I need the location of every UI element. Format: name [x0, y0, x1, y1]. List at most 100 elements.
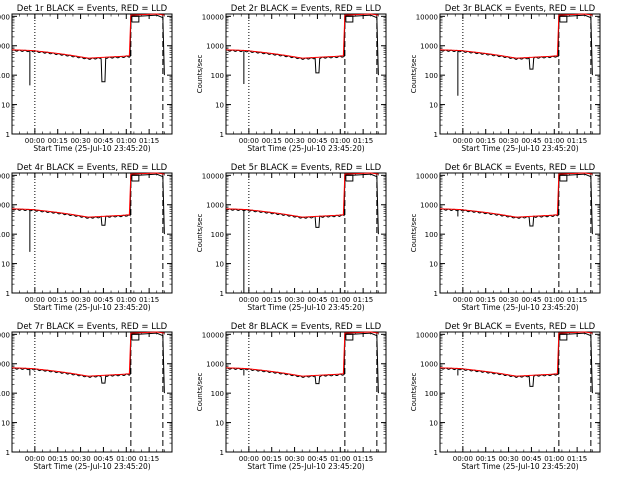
lld-series-line: [439, 331, 593, 377]
y-tick-label: 10: [215, 102, 224, 110]
saturation-box: [559, 333, 568, 341]
y-tick-label: 10: [215, 261, 224, 269]
saturation-box: [131, 174, 140, 182]
events-series-line: [225, 173, 379, 235]
x-tick-label: 00:45: [521, 455, 541, 463]
events-series-line: [11, 14, 165, 83]
x-tick-label: 00:45: [93, 455, 113, 463]
panel-title: Det 8r BLACK = Events, RED = LLD: [231, 322, 382, 332]
x-axis-label: Start Time (25-Jul-10 23:45:20): [33, 462, 150, 471]
x-axis-label: Start Time (25-Jul-10 23:45:20): [247, 303, 364, 312]
x-tick-label: 00:30: [70, 296, 90, 304]
y-tick-label: 1000: [206, 202, 224, 210]
y-tick-label: 1000: [420, 43, 438, 51]
x-tick-label: 01:00: [116, 296, 136, 304]
y-axis-label: Counts/sec: [410, 373, 418, 412]
y-tick-label: 1: [6, 449, 10, 457]
x-tick-label: 00:15: [262, 296, 282, 304]
x-tick-label: 00:45: [521, 296, 541, 304]
plot-frame: [439, 331, 601, 453]
x-tick-label: 00:15: [476, 296, 496, 304]
plot-frame: [439, 172, 601, 294]
x-axis-label: Start Time (25-Jul-10 23:45:20): [461, 144, 578, 153]
x-tick-label: 01:15: [353, 137, 373, 145]
events-series-line: [225, 332, 379, 394]
x-tick-label: 00:30: [70, 455, 90, 463]
plot-frame: [225, 13, 387, 135]
lld-series-line: [11, 172, 165, 218]
y-axis-label: Counts/sec: [410, 55, 418, 94]
x-tick-label: 01:15: [567, 455, 587, 463]
saturation-box: [559, 15, 568, 23]
x-tick-label: 01:00: [116, 455, 136, 463]
y-tick-label: 1000: [206, 43, 224, 51]
plot-frame: [439, 13, 601, 135]
y-axis-label: Counts/sec: [196, 214, 204, 253]
y-tick-label: 1: [6, 131, 10, 139]
y-tick-label: 100: [0, 72, 10, 80]
x-tick-label: 00:45: [307, 296, 327, 304]
chart-panel: Det 2r BLACK = Events, RED = LLD 1 10 100 10…: [196, 4, 387, 153]
y-tick-label: 10000: [416, 13, 438, 21]
x-tick-label: 01:00: [330, 296, 350, 304]
y-tick-label: 10000: [0, 172, 10, 180]
x-tick-label: 00:30: [498, 455, 518, 463]
chart-panel: Det 4r BLACK = Events, RED = LLD 1 10 100 10…: [0, 163, 173, 312]
x-tick-label: 00:45: [307, 455, 327, 463]
plot-frame: [11, 331, 173, 453]
lld-series-line: [225, 331, 379, 377]
y-tick-label: 1: [434, 131, 438, 139]
lld-series-line: [439, 13, 593, 59]
y-tick-label: 10: [429, 261, 438, 269]
chart-panel: Det 7r BLACK = Events, RED = LLD 1 10 100 10…: [0, 322, 173, 471]
x-tick-label: 00:30: [70, 137, 90, 145]
y-tick-label: 10000: [0, 13, 10, 21]
y-tick-label: 100: [425, 72, 438, 80]
x-tick-label: 01:15: [567, 137, 587, 145]
x-axis-label: Start Time (25-Jul-10 23:45:20): [247, 144, 364, 153]
x-tick-label: 01:15: [353, 296, 373, 304]
lld-series-line: [225, 172, 379, 218]
y-tick-label: 100: [0, 231, 10, 239]
panel-title: Det 6r BLACK = Events, RED = LLD: [445, 163, 596, 173]
x-tick-label: 00:15: [262, 137, 282, 145]
lld-series-line: [439, 172, 593, 218]
y-tick-label: 10000: [202, 13, 224, 21]
y-tick-label: 10000: [416, 172, 438, 180]
saturation-box: [131, 333, 140, 341]
x-axis-label: Start Time (25-Jul-10 23:45:20): [33, 303, 150, 312]
panel-title: Det 7r BLACK = Events, RED = LLD: [17, 322, 168, 332]
saturation-box: [345, 333, 354, 341]
x-tick-label: 01:15: [353, 455, 373, 463]
x-tick-label: 01:00: [330, 455, 350, 463]
y-tick-label: 1000: [0, 361, 10, 369]
x-tick-label: 00:30: [284, 455, 304, 463]
y-tick-label: 1000: [420, 202, 438, 210]
x-tick-label: 00:30: [498, 296, 518, 304]
x-tick-label: 01:00: [330, 137, 350, 145]
x-tick-label: 01:00: [116, 137, 136, 145]
x-tick-label: 00:45: [93, 296, 113, 304]
x-tick-label: 00:15: [476, 455, 496, 463]
x-tick-label: 01:00: [544, 137, 564, 145]
y-tick-label: 1000: [206, 361, 224, 369]
x-tick-label: 01:00: [544, 455, 564, 463]
x-tick-label: 00:00: [453, 455, 473, 463]
chart-panel: Det 5r BLACK = Events, RED = LLD 1 10 100 10…: [196, 163, 387, 312]
y-tick-label: 10: [429, 420, 438, 428]
x-tick-label: 00:45: [307, 137, 327, 145]
plot-frame: [11, 13, 173, 135]
x-tick-label: 00:00: [453, 137, 473, 145]
saturation-box: [345, 174, 354, 182]
x-tick-label: 00:00: [453, 296, 473, 304]
y-tick-label: 100: [211, 231, 224, 239]
y-tick-label: 1: [6, 290, 10, 298]
y-axis-label: Counts/sec: [196, 373, 204, 412]
x-tick-label: 01:15: [567, 296, 587, 304]
x-tick-label: 00:00: [239, 137, 259, 145]
panel-title: Det 2r BLACK = Events, RED = LLD: [231, 4, 382, 14]
events-series-line: [11, 332, 165, 394]
x-tick-label: 00:30: [498, 137, 518, 145]
y-tick-label: 10: [1, 261, 10, 269]
